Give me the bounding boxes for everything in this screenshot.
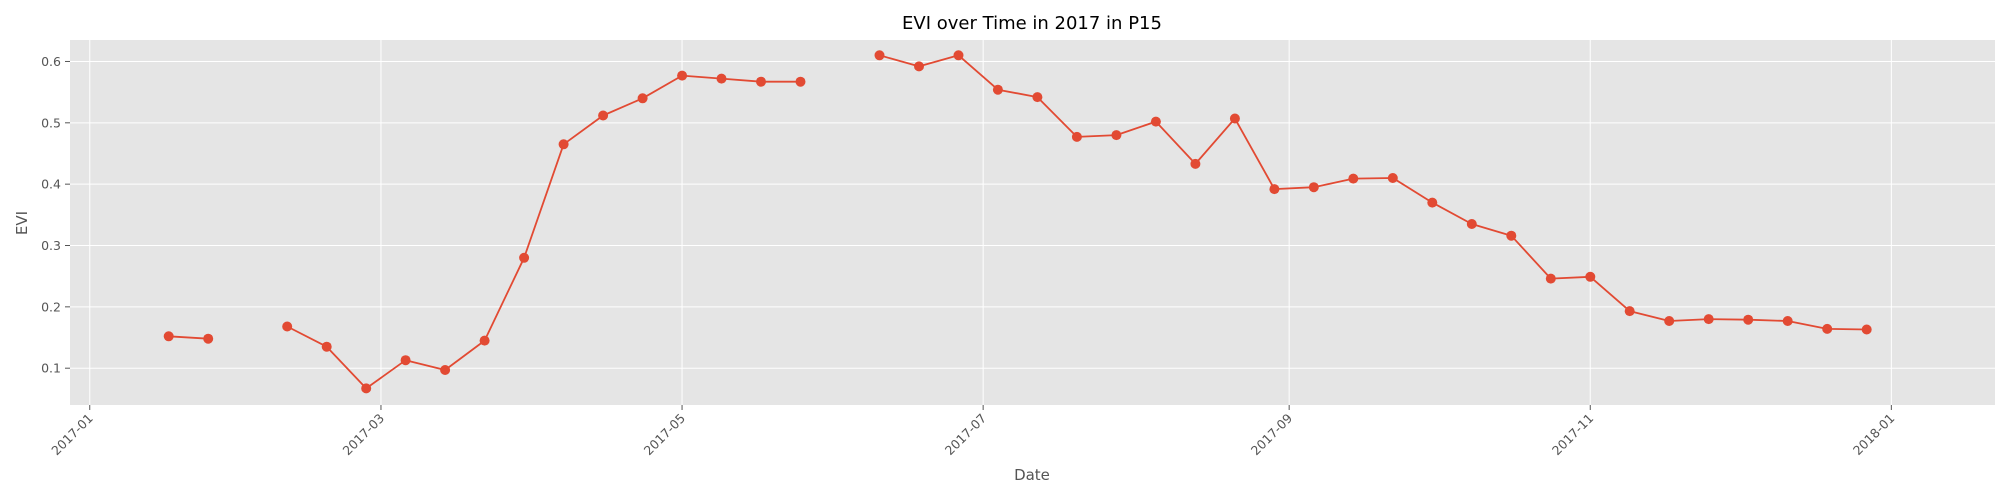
data-point [1861, 324, 1872, 335]
y-tick-label: 0.5 [41, 115, 61, 130]
x-tick-label: 2017-07 [942, 411, 990, 459]
x-tick-label: 2017-09 [1248, 410, 1296, 458]
data-point [1743, 314, 1754, 325]
data-point [1190, 158, 1201, 169]
series-line-segment [168, 335, 209, 340]
y-tick-label: 0.2 [41, 299, 61, 314]
x-tick-label: 2017-11 [1549, 411, 1597, 459]
data-point [440, 365, 451, 375]
data-point [1387, 173, 1398, 183]
grid-lines [70, 40, 1995, 405]
data-point [1585, 271, 1596, 282]
x-tick-label: 2017-03 [340, 411, 388, 459]
x-tick-label: 2017-05 [641, 411, 689, 459]
data-point [1150, 116, 1161, 127]
y-axis-label: EVI [13, 211, 31, 235]
data-point [282, 321, 293, 332]
data-point [1269, 184, 1280, 195]
data-point [1466, 219, 1477, 229]
data-point [598, 110, 609, 121]
data-point [1071, 131, 1082, 142]
y-tick-label: 0.1 [41, 361, 61, 376]
data-point [914, 61, 924, 72]
y-tick-label: 0.3 [41, 238, 61, 253]
data-point [1348, 173, 1359, 184]
data-point [361, 383, 372, 394]
data-point [953, 50, 964, 61]
data-point [1624, 306, 1635, 317]
data-point [1308, 182, 1319, 193]
data-point [1822, 323, 1833, 334]
data-point [795, 76, 806, 87]
data-point [716, 73, 727, 84]
data-point [321, 341, 332, 352]
series-line-segment [879, 54, 1867, 331]
series-line-segment [286, 74, 801, 390]
data-point [756, 76, 766, 87]
chart-title: EVI over Time in 2017 in P15 [902, 13, 1162, 34]
data-point [1545, 273, 1556, 284]
data-point [203, 333, 214, 344]
x-tick-label: 2017-01 [48, 411, 96, 459]
x-tick-label: 2018-01 [1850, 411, 1898, 459]
data-point [558, 139, 569, 150]
data-point [874, 50, 885, 61]
data-point [1664, 316, 1675, 326]
data-point [1032, 92, 1043, 103]
y-tick-label: 0.4 [41, 177, 61, 192]
data-point [1229, 113, 1240, 124]
data-point [519, 252, 530, 263]
data-point [1782, 316, 1793, 326]
data-point [1703, 314, 1714, 325]
y-tick-label: 0.6 [41, 54, 61, 69]
data-point [637, 93, 648, 104]
data-point [163, 331, 174, 342]
data-point [677, 70, 688, 81]
data-point [1506, 230, 1517, 241]
data-point [1427, 197, 1438, 208]
plot-background [70, 40, 1995, 405]
data-point [992, 84, 1003, 95]
data-point [400, 355, 411, 366]
series-evi [163, 50, 1872, 394]
data-point [479, 335, 490, 346]
data-point [1111, 130, 1122, 141]
x-axis-label: Date [1014, 466, 1050, 484]
